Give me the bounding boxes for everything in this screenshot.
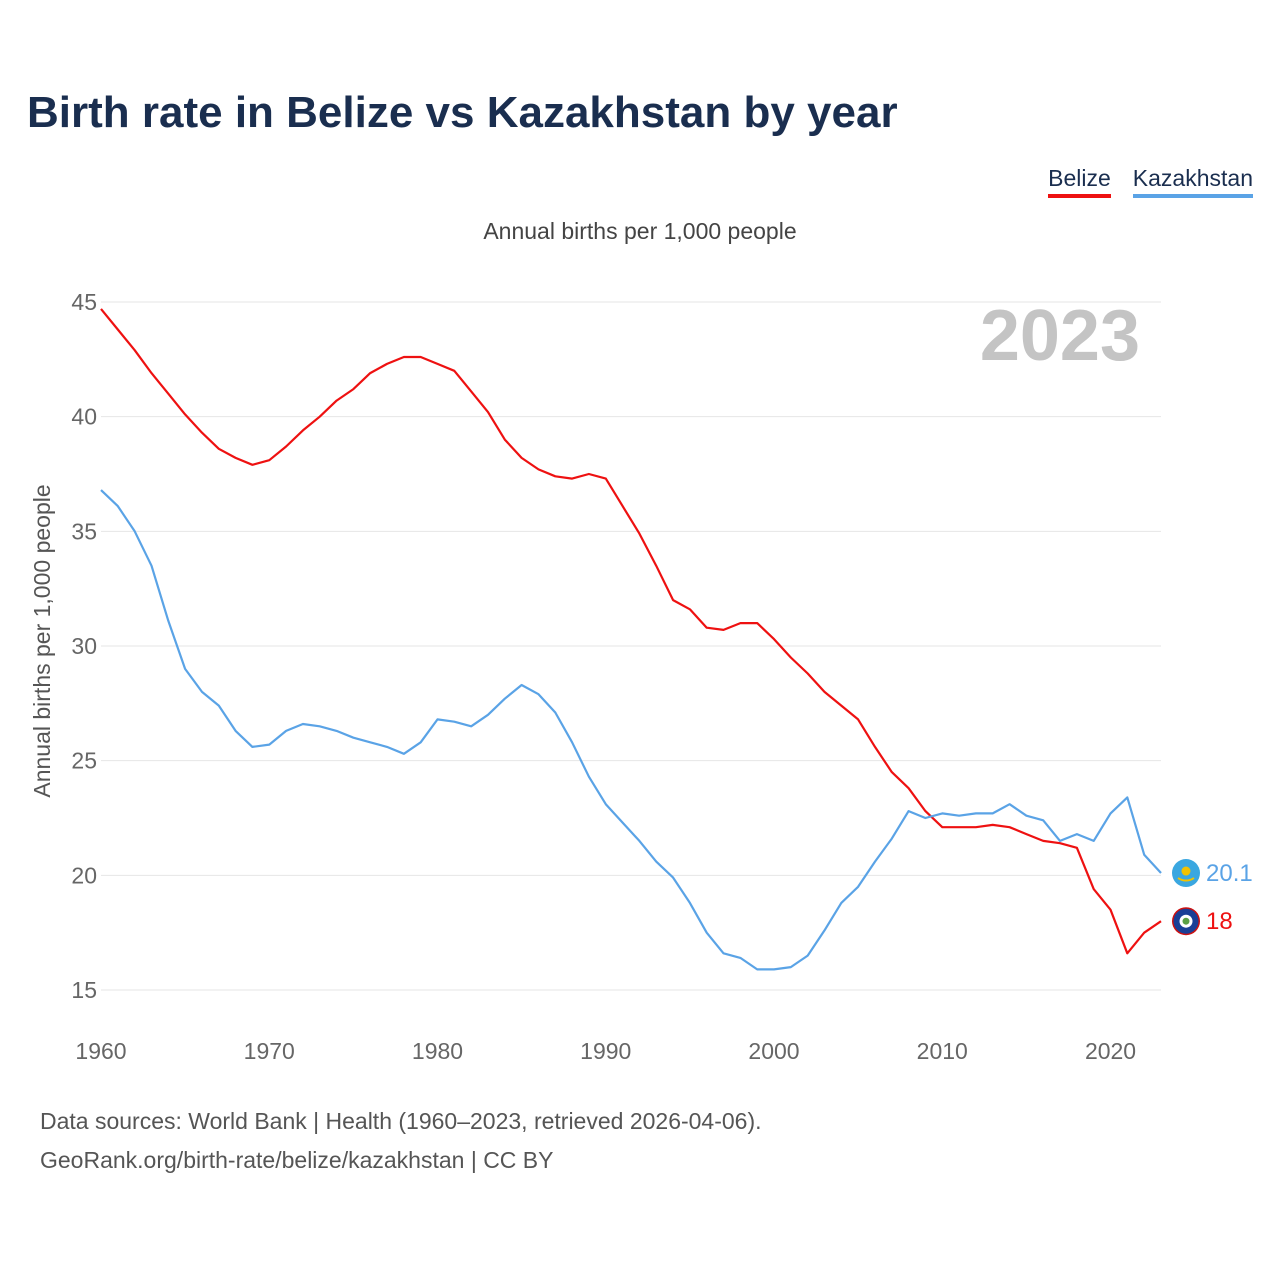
- x-tick-label: 2020: [1085, 1038, 1136, 1064]
- y-tick-label: 15: [71, 977, 97, 1003]
- series-line-kazakhstan[interactable]: [100, 489, 1162, 971]
- y-tick-label: 45: [71, 289, 97, 315]
- x-tick-label: 2010: [917, 1038, 968, 1064]
- grid: [101, 301, 1161, 991]
- y-tick-label: 30: [71, 633, 97, 659]
- x-tick-label: 1960: [75, 1038, 126, 1064]
- footer-sources: Data sources: World Bank | Health (1960–…: [40, 1108, 762, 1134]
- x-axis-ticks: 1960 1970 1980 1990 2000 2010 2020: [75, 1038, 1136, 1064]
- y-axis-label: Annual births per 1,000 people: [29, 484, 55, 797]
- x-tick-label: 1980: [412, 1038, 463, 1064]
- series: [100, 308, 1162, 971]
- legend: Belize Kazakhstan: [1048, 165, 1253, 198]
- flag-belize-icon: [1172, 907, 1200, 936]
- legend-item-kazakhstan[interactable]: Kazakhstan: [1132, 165, 1253, 198]
- series-line-belize[interactable]: [100, 308, 1162, 955]
- chart-title: Birth rate in Belize vs Kazakhstan by ye…: [27, 88, 898, 137]
- y-axis-ticks: 15 20 25 30 35 40 45: [71, 289, 97, 1003]
- end-label-kazakhstan: 20.1: [1206, 860, 1253, 887]
- flag-kazakhstan-icon: [1172, 859, 1200, 888]
- y-tick-label: 25: [71, 748, 97, 774]
- chart-subtitle: Annual births per 1,000 people: [483, 218, 797, 244]
- y-tick-label: 35: [71, 518, 97, 544]
- footer-credit: GeoRank.org/birth-rate/belize/kazakhstan…: [40, 1147, 554, 1173]
- x-tick-label: 1990: [580, 1038, 631, 1064]
- end-label-belize: 18: [1206, 908, 1233, 935]
- year-badge: 2023: [980, 296, 1140, 376]
- legend-item-belize[interactable]: Belize: [1048, 165, 1111, 198]
- y-tick-label: 20: [71, 862, 97, 888]
- x-tick-label: 2000: [748, 1038, 799, 1064]
- x-tick-label: 1970: [244, 1038, 295, 1064]
- end-markers: 18 20.1: [1172, 859, 1253, 936]
- y-tick-label: 40: [71, 404, 97, 430]
